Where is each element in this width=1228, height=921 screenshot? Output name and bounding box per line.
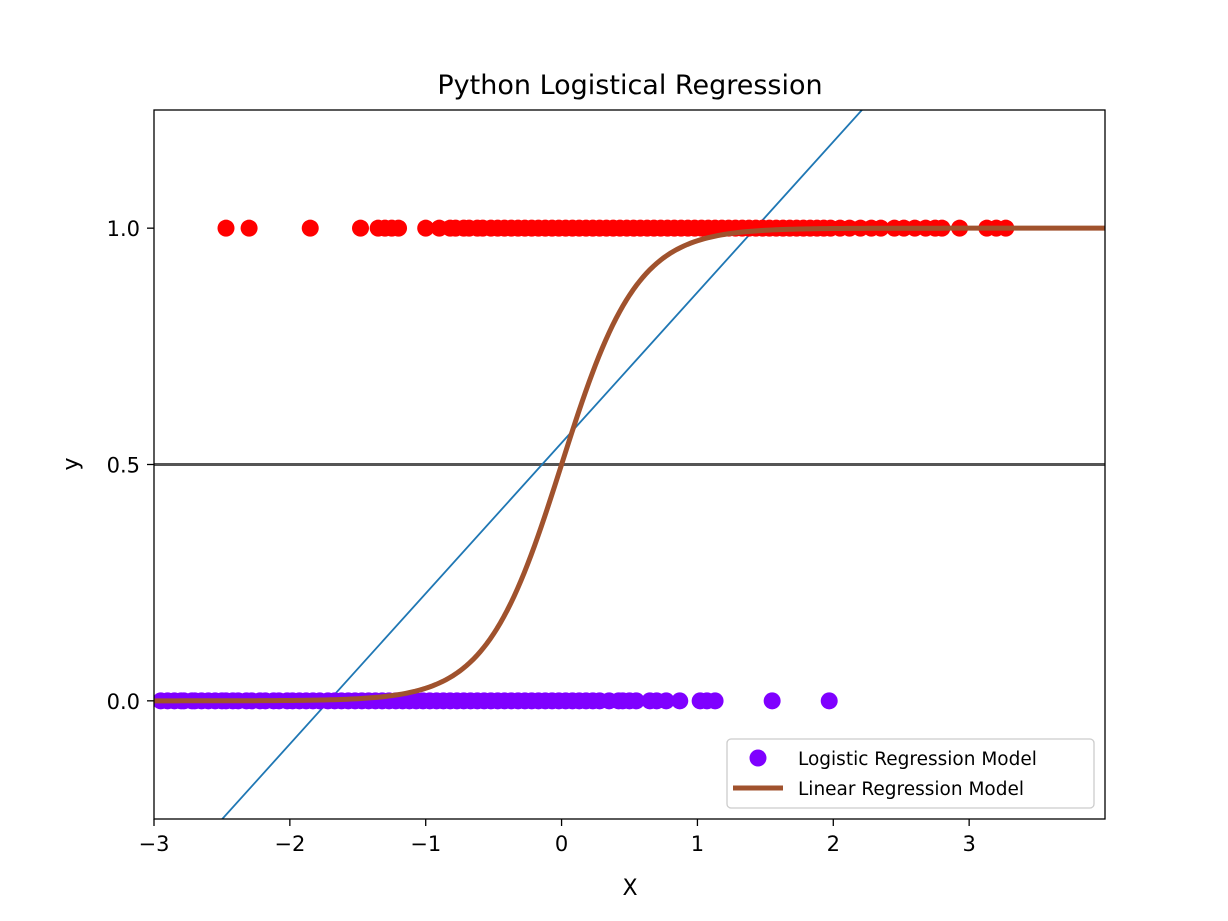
y-tick-label: 0.5	[107, 454, 140, 478]
axis-ticks: −3 −2 −1 0 1 2 3 0.0 0.5 1.0	[107, 217, 976, 856]
x-tick-label: 1	[691, 832, 704, 856]
data-point	[820, 692, 838, 710]
data-point	[352, 219, 370, 237]
x-tick-label: −1	[410, 832, 441, 856]
x-tick-label: −2	[274, 832, 305, 856]
class-0-points	[154, 692, 838, 710]
data-point	[417, 219, 435, 237]
fitted-straight-line	[221, 110, 864, 819]
data-point	[390, 219, 408, 237]
x-tick-label: 2	[827, 832, 840, 856]
data-point	[763, 692, 781, 710]
chart-title: Python Logistical Regression	[437, 70, 822, 101]
data-point	[657, 692, 675, 710]
x-tick-label: 0	[555, 832, 568, 856]
data-point	[240, 219, 258, 237]
y-axis-label: y	[59, 457, 84, 470]
data-point	[671, 692, 689, 710]
x-tick-label: 3	[962, 832, 975, 856]
x-axis-label: X	[622, 876, 637, 901]
y-tick-label: 0.0	[107, 690, 140, 714]
x-tick-label: −3	[139, 832, 170, 856]
legend: Logistic Regression Model Linear Regressi…	[726, 738, 1095, 809]
data-point	[627, 692, 645, 710]
sigmoid-curve	[154, 225, 1105, 704]
legend-marker-dot	[749, 749, 767, 767]
data-point	[217, 219, 235, 237]
data-point	[301, 219, 319, 237]
plot-area	[154, 110, 1105, 819]
data-point	[706, 692, 724, 710]
legend-label: Linear Regression Model	[798, 779, 1024, 800]
legend-box	[726, 738, 1095, 809]
y-tick-label: 1.0	[107, 217, 140, 241]
legend-label: Logistic Regression Model	[798, 749, 1037, 770]
